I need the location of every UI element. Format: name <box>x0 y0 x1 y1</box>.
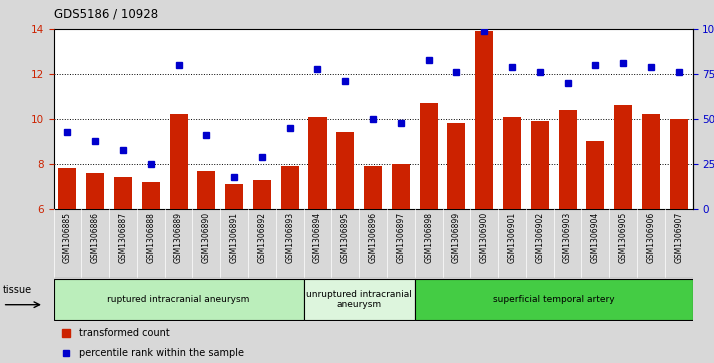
Bar <box>336 132 354 209</box>
Bar <box>86 173 104 209</box>
Text: GSM1306896: GSM1306896 <box>368 212 378 263</box>
Bar <box>59 168 76 209</box>
Bar <box>392 164 410 209</box>
Bar <box>670 119 688 209</box>
Bar <box>197 171 216 209</box>
Text: unruptured intracranial
aneurysm: unruptured intracranial aneurysm <box>306 290 412 309</box>
Text: GSM1306900: GSM1306900 <box>480 212 488 264</box>
Bar <box>420 103 438 209</box>
Bar <box>586 141 604 209</box>
Text: GSM1306905: GSM1306905 <box>618 212 628 264</box>
Text: transformed count: transformed count <box>79 328 170 338</box>
Text: GSM1306904: GSM1306904 <box>591 212 600 264</box>
Text: GSM1306906: GSM1306906 <box>646 212 655 264</box>
Text: GSM1306888: GSM1306888 <box>146 212 155 263</box>
Bar <box>114 177 132 209</box>
Bar <box>54 278 303 321</box>
Bar <box>253 180 271 209</box>
Bar <box>281 166 298 209</box>
Text: GSM1306903: GSM1306903 <box>563 212 572 264</box>
Text: GSM1306898: GSM1306898 <box>424 212 433 263</box>
Text: GSM1306890: GSM1306890 <box>202 212 211 263</box>
Text: GSM1306907: GSM1306907 <box>674 212 683 264</box>
Text: superficial temporal artery: superficial temporal artery <box>493 295 615 304</box>
Text: GSM1306899: GSM1306899 <box>452 212 461 263</box>
Text: GSM1306901: GSM1306901 <box>508 212 516 263</box>
Bar <box>169 114 188 209</box>
Text: GSM1306891: GSM1306891 <box>230 212 238 263</box>
Text: GSM1306886: GSM1306886 <box>91 212 100 263</box>
Bar <box>503 117 521 209</box>
Text: tissue: tissue <box>3 285 32 295</box>
Text: GSM1306889: GSM1306889 <box>174 212 183 263</box>
Bar <box>558 110 577 209</box>
Text: GSM1306895: GSM1306895 <box>341 212 350 263</box>
Bar <box>308 117 326 209</box>
Text: GSM1306885: GSM1306885 <box>63 212 72 263</box>
Text: GDS5186 / 10928: GDS5186 / 10928 <box>54 7 158 20</box>
Bar <box>476 31 493 209</box>
Bar <box>642 114 660 209</box>
Text: GSM1306892: GSM1306892 <box>258 212 266 263</box>
Text: ruptured intracranial aneurysm: ruptured intracranial aneurysm <box>107 295 250 304</box>
Bar <box>364 166 382 209</box>
Bar <box>531 121 549 209</box>
Bar <box>225 184 243 209</box>
Text: percentile rank within the sample: percentile rank within the sample <box>79 347 244 358</box>
Bar <box>303 278 415 321</box>
Bar <box>614 105 632 209</box>
Text: GSM1306897: GSM1306897 <box>396 212 406 263</box>
Text: GSM1306894: GSM1306894 <box>313 212 322 263</box>
Text: GSM1306887: GSM1306887 <box>119 212 128 263</box>
Text: GSM1306902: GSM1306902 <box>536 212 544 263</box>
Bar <box>142 182 160 209</box>
Bar <box>448 123 466 209</box>
Text: GSM1306893: GSM1306893 <box>285 212 294 263</box>
Bar <box>415 278 693 321</box>
